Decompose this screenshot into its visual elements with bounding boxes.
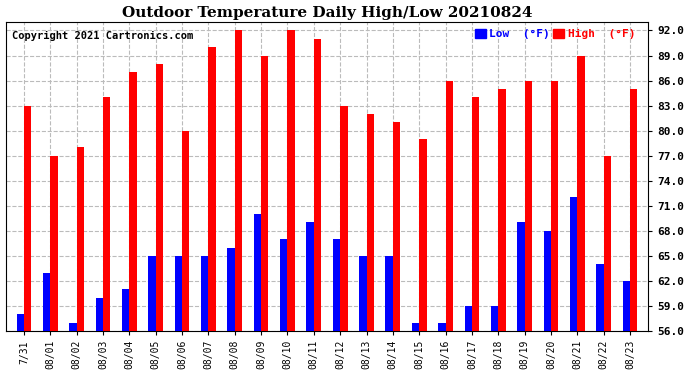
Bar [578,56,584,331]
Bar [622,281,630,331]
Bar [208,47,216,331]
Bar [420,139,426,331]
Bar [359,256,366,331]
Bar [148,256,156,331]
Bar [50,156,58,331]
Bar [630,89,638,331]
Bar [96,298,103,331]
Bar [570,198,578,331]
Bar [366,114,374,331]
Title: Outdoor Temperature Daily High/Low 20210824: Outdoor Temperature Daily High/Low 20210… [121,6,532,20]
Bar [130,72,137,331]
Bar [596,264,604,331]
Bar [254,214,261,331]
Bar [393,122,400,331]
Bar [386,256,393,331]
Bar [261,56,268,331]
Bar [491,306,498,331]
Bar [24,106,31,331]
Bar [412,323,420,331]
Bar [77,147,84,331]
Bar [340,106,348,331]
Text: Copyright 2021 Cartronics.com: Copyright 2021 Cartronics.com [12,32,193,41]
Bar [43,273,50,331]
Bar [314,39,321,331]
Bar [175,256,182,331]
Bar [122,289,130,331]
Legend: Low  (°F), High  (°F): Low (°F), High (°F) [471,25,640,44]
Bar [156,64,163,331]
Bar [518,222,524,331]
Bar [17,314,24,331]
Bar [201,256,208,331]
Bar [333,239,340,331]
Bar [446,81,453,331]
Bar [498,89,506,331]
Bar [228,248,235,331]
Bar [182,130,190,331]
Bar [306,222,314,331]
Bar [280,239,288,331]
Bar [438,323,446,331]
Bar [464,306,472,331]
Bar [524,81,532,331]
Bar [604,156,611,331]
Bar [472,97,480,331]
Bar [288,30,295,331]
Bar [69,323,77,331]
Bar [544,231,551,331]
Bar [103,97,110,331]
Bar [551,81,558,331]
Bar [235,30,242,331]
